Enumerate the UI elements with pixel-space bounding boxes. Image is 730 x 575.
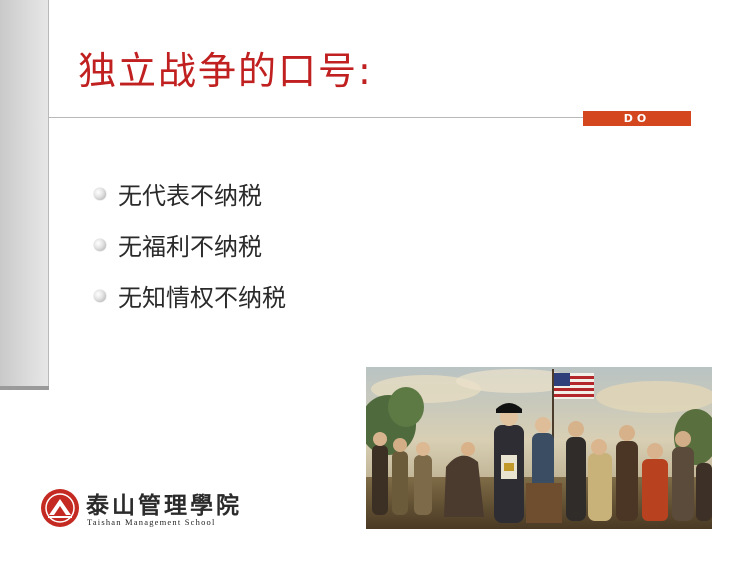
list-item: 无福利不纳税 bbox=[94, 219, 286, 270]
bullet-icon bbox=[94, 238, 106, 251]
list-item: 无知情权不纳税 bbox=[94, 270, 286, 321]
slide-title: 独立战争的口号: bbox=[78, 49, 373, 93]
bullet-text: 无代表不纳税 bbox=[118, 182, 262, 210]
school-emblem-icon bbox=[41, 489, 79, 527]
bullet-icon bbox=[94, 289, 106, 302]
school-name-english: Taishan Management School bbox=[87, 517, 216, 527]
title-divider bbox=[48, 117, 584, 118]
school-logo: 泰山管理學院 Taishan Management School bbox=[40, 486, 250, 536]
left-decorative-bar bbox=[0, 0, 49, 388]
title-tag: DO bbox=[583, 111, 691, 126]
left-bar-shadow bbox=[0, 386, 49, 390]
bullet-text: 无福利不纳税 bbox=[118, 233, 262, 261]
bullet-list: 无代表不纳税 无福利不纳税 无知情权不纳税 bbox=[94, 168, 286, 321]
school-name-chinese: 泰山管理學院 bbox=[86, 492, 242, 519]
bullet-icon bbox=[94, 187, 106, 200]
bullet-text: 无知情权不纳税 bbox=[118, 284, 286, 312]
list-item: 无代表不纳税 bbox=[94, 168, 286, 219]
historical-painting-image bbox=[366, 367, 712, 529]
